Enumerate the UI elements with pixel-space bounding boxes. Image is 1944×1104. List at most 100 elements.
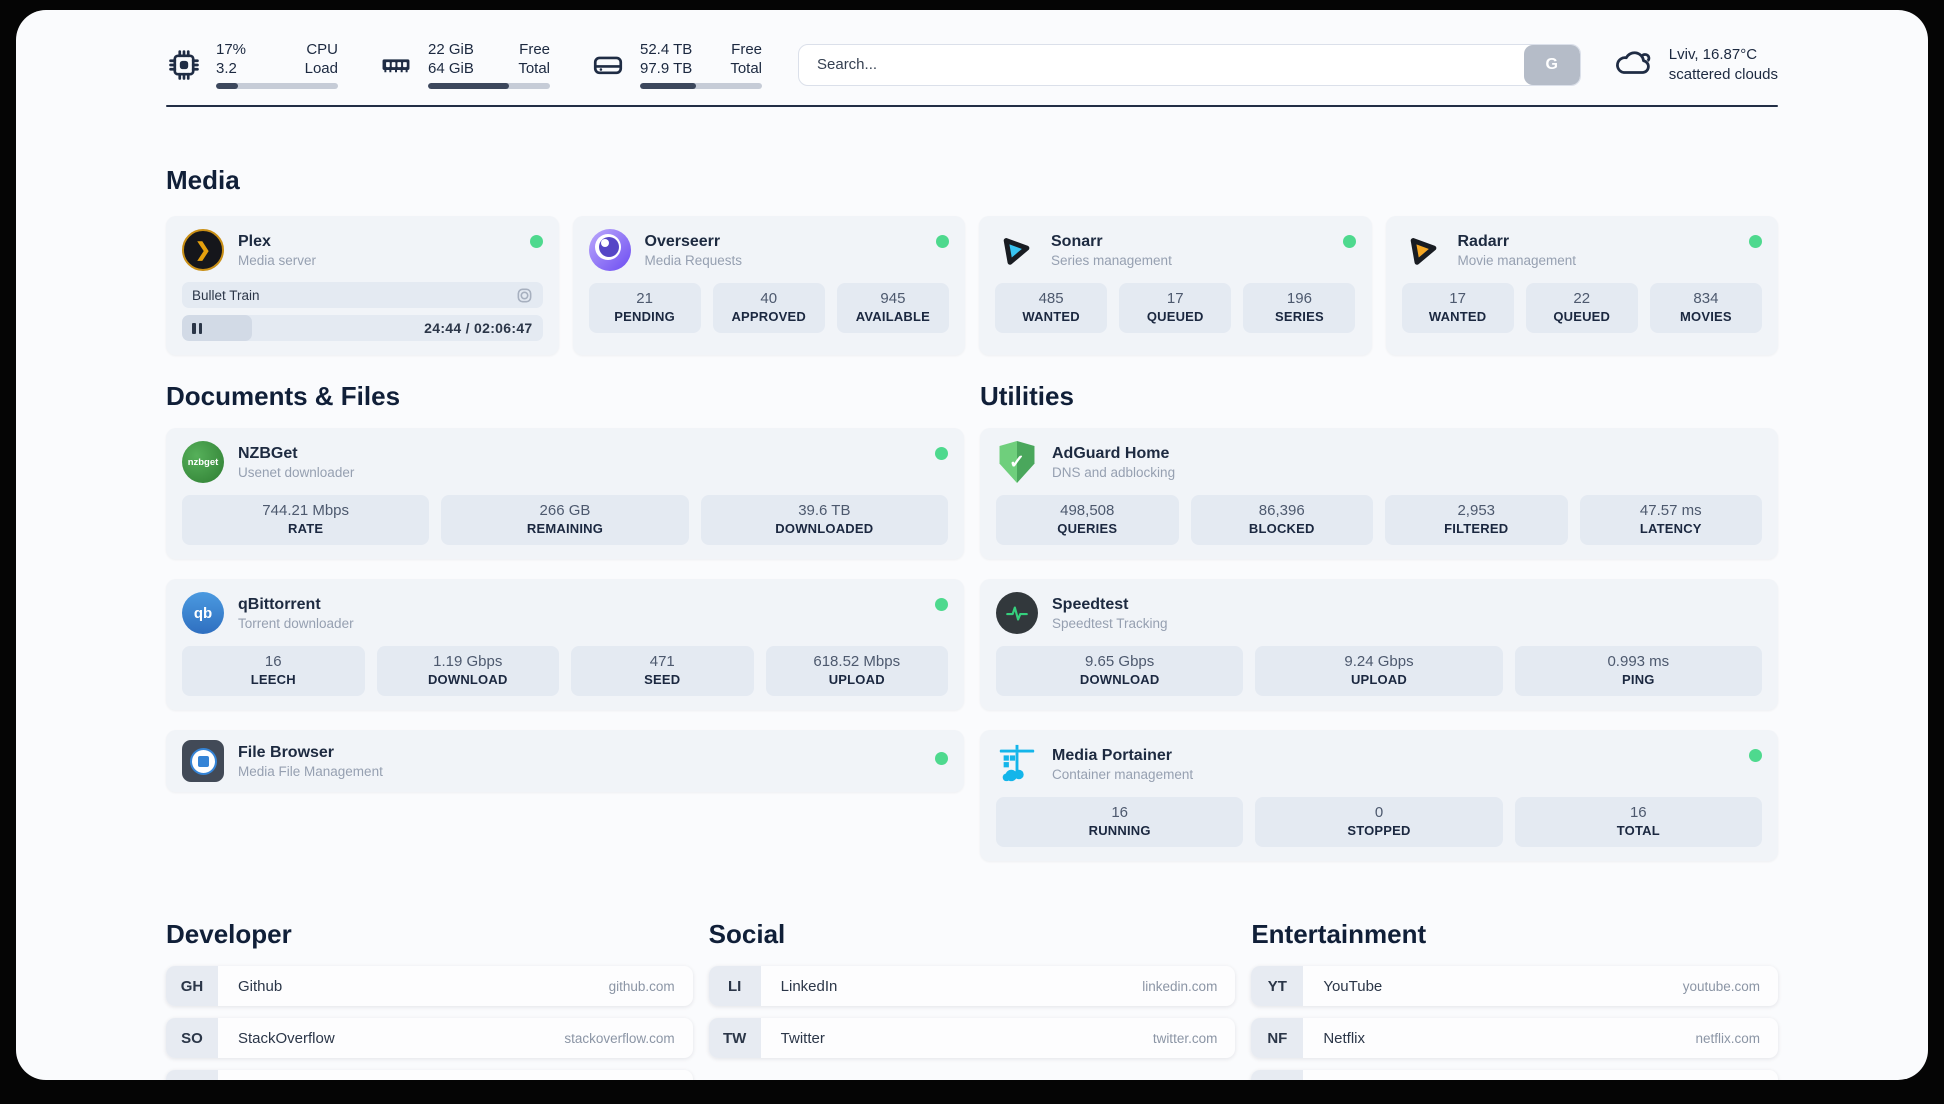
stat-stopped: 0 STOPPED: [1255, 797, 1503, 847]
header-divider: [166, 105, 1778, 107]
section-media: Media ❯ Plex Media server Bullet Train: [166, 165, 1778, 355]
app-description: Series management: [1051, 252, 1172, 268]
app-card-overseerr[interactable]: Overseerr Media Requests 21 PENDING 40 APP…: [572, 216, 965, 355]
stat-queries: 498,508 QUERIES: [996, 495, 1179, 545]
section-title-social: Social: [708, 919, 786, 949]
ram-stat-widget: 22 GiB 64 GiB Free Total: [378, 40, 550, 89]
link-netflix[interactable]: NF Netflix netflix.com: [1251, 1018, 1778, 1058]
app-description: Movie management: [1457, 252, 1577, 268]
link-abbr-badge: YT: [1251, 966, 1304, 1006]
app-description: Media Requests: [644, 252, 743, 268]
app-description: Media server: [238, 252, 317, 268]
app-card-radarr[interactable]: Radarr Movie management 17 WANTED 22 QUEUE…: [1385, 216, 1778, 355]
app-description: Container management: [1052, 766, 1194, 782]
radarr-logo: [1402, 229, 1444, 271]
section-title-documents: Documents & Files: [166, 381, 401, 411]
app-name: qBittorrent: [238, 595, 321, 613]
stat-remaining: 266 GB REMAINING: [441, 495, 689, 545]
app-card-filebrowser[interactable]: File Browser Media File Management: [166, 730, 964, 792]
link-github[interactable]: GH Github github.com: [166, 966, 693, 1006]
app-description: Torrent downloader: [238, 615, 354, 631]
stat-blocked: 86,396 BLOCKED: [1190, 495, 1373, 545]
disk-total-value: 97.9 TB: [640, 60, 693, 77]
ram-free-label: Free: [519, 41, 550, 58]
status-dot: [1342, 235, 1356, 248]
stat-total: 16 TOTAL: [1514, 797, 1762, 847]
app-card-nzbget[interactable]: nzbget NZBGet Usenet downloader 744.21 M…: [166, 428, 964, 559]
status-dot: [1749, 235, 1762, 248]
section-entertainment: Entertainment YT YouTube youtube.com NF …: [1251, 919, 1778, 1080]
disk-free-value: 52.4 TB: [640, 41, 693, 58]
link-dev[interactable]: DT DEV dev.to: [166, 1070, 693, 1080]
now-playing-title: Bullet Train: [192, 287, 260, 303]
now-playing-bar[interactable]: Bullet Train: [182, 282, 543, 308]
link-abbr-badge: RE: [1251, 1070, 1304, 1080]
cpu-load-label: Load: [304, 60, 338, 77]
ram-icon: [378, 47, 414, 83]
weather-condition: scattered clouds: [1668, 65, 1778, 83]
search-engine-button[interactable]: G: [1523, 44, 1580, 85]
app-card-qbittorrent[interactable]: qb qBittorrent Torrent downloader 16 LEEC…: [166, 579, 964, 710]
app-name: Radarr: [1457, 232, 1510, 250]
weather-widget: Lviv, 16.87°C scattered clouds: [1613, 45, 1778, 85]
ram-total-label: Total: [518, 60, 550, 77]
stat-upload: 9.24 Gbps UPLOAD: [1255, 646, 1503, 696]
stat-wanted: 485 WANTED: [995, 283, 1108, 333]
playback-progress-bar[interactable]: 24:44 / 02:06:47: [182, 315, 543, 341]
top-bar: 17% 3.2 CPU Load: [166, 40, 1778, 89]
app-description: Speedtest Tracking: [1052, 615, 1168, 631]
stat-movies: 834 MOVIES: [1649, 283, 1762, 333]
app-card-speedtest[interactable]: Speedtest Speedtest Tracking 9.65 Gbps DO…: [980, 579, 1778, 710]
stat-queued: 22 QUEUED: [1525, 283, 1638, 333]
app-card-sonarr[interactable]: Sonarr Series management 485 WANTED 17 QUE…: [979, 216, 1372, 355]
overseerr-logo: [588, 229, 631, 271]
plex-logo: ❯: [182, 229, 224, 271]
status-dot: [935, 447, 948, 460]
stat-download: 1.19 Gbps DOWNLOAD: [376, 646, 559, 696]
disk-progress-bar: [640, 83, 762, 89]
stat-queued: 17 QUEUED: [1119, 283, 1232, 333]
cpu-usage-label: CPU: [306, 41, 338, 58]
app-name: Sonarr: [1051, 232, 1103, 250]
app-name: NZBGet: [238, 444, 298, 462]
status-dot: [936, 235, 949, 248]
stat-pending: 21 PENDING: [588, 283, 701, 333]
cpu-icon: [166, 47, 202, 83]
stat-leech: 16 LEECH: [182, 646, 365, 696]
app-name: AdGuard Home: [1052, 444, 1170, 462]
link-youtube[interactable]: YT YouTube youtube.com: [1251, 966, 1778, 1006]
link-abbr-badge: GH: [166, 966, 218, 1006]
status-dot: [1749, 749, 1762, 762]
app-card-adguard[interactable]: ✓ AdGuard Home DNS and adblocking 498,50…: [980, 428, 1778, 559]
link-abbr-badge: SO: [166, 1018, 218, 1058]
app-name: Speedtest: [1052, 595, 1129, 613]
app-card-plex[interactable]: ❯ Plex Media server Bullet Train: [166, 216, 559, 355]
cloud-icon: [1613, 45, 1655, 84]
section-documents: Documents & Files nzbget NZBGet Usenet d…: [166, 381, 964, 792]
disk-stat-widget: 52.4 TB 97.9 TB Free Total: [590, 40, 762, 89]
stat-latency: 47.57 ms LATENCY: [1579, 495, 1762, 545]
section-title-entertainment: Entertainment: [1251, 919, 1427, 949]
ram-progress-bar: [428, 83, 550, 89]
stat-running: 16 RUNNING: [996, 797, 1244, 847]
sonarr-logo: [995, 229, 1037, 271]
cpu-load-value: 3.2: [216, 60, 237, 77]
search-input[interactable]: [799, 56, 1580, 73]
link-stackoverflow[interactable]: SO StackOverflow stackoverflow.com: [166, 1018, 693, 1058]
cpu-progress-bar: [216, 83, 338, 89]
app-card-portainer[interactable]: Media Portainer Container management 16 R…: [980, 730, 1778, 861]
section-utilities: Utilities ✓ AdGuard Home DNS and adblock…: [980, 381, 1778, 861]
link-reddit[interactable]: RE Reddit reddit.com: [1251, 1070, 1778, 1080]
session-device-icon: [517, 288, 531, 302]
stat-rate: 744.21 Mbps RATE: [182, 495, 430, 545]
link-twitter[interactable]: TW Twitter twitter.com: [708, 1018, 1236, 1058]
ram-total-value: 64 GiB: [428, 60, 474, 77]
link-linkedin[interactable]: LI LinkedIn linkedin.com: [708, 966, 1236, 1006]
nzbget-logo: nzbget: [182, 441, 224, 483]
filebrowser-logo: [182, 740, 224, 782]
ram-free-value: 22 GiB: [428, 41, 474, 58]
pause-icon[interactable]: [192, 322, 202, 334]
link-abbr-badge: DT: [166, 1070, 218, 1080]
section-title-utilities: Utilities: [980, 381, 1074, 411]
dashboard-page: 17% 3.2 CPU Load: [16, 10, 1928, 1080]
